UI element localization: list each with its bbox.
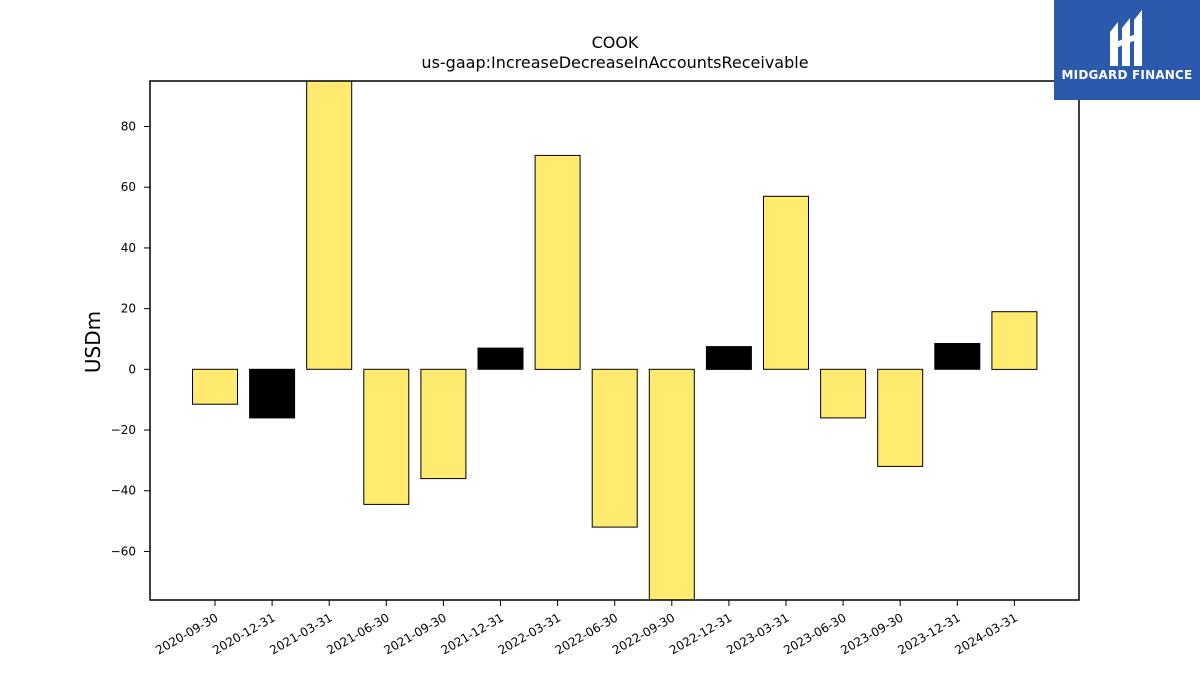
bar-2023-06-30 [820,368,867,419]
y-tick-label: −40 [111,484,136,498]
x-tick-label: 2024-03-31 [952,610,1019,657]
y-tick-label: 80 [121,120,136,134]
x-axis: 2020-09-302020-12-312021-03-312021-06-30… [153,600,1020,657]
y-tick-label: 0 [128,362,136,376]
y-tick-label: −20 [111,423,136,437]
brand-logo: MIDGARD FINANCE [1054,0,1200,100]
x-tick-label: 2021-12-31 [439,610,506,657]
bar-2023-09-30 [877,368,924,467]
plot-area-frame [149,80,1080,601]
x-tick-label: 2022-12-31 [667,610,734,657]
x-tick-label: 2021-06-30 [324,610,391,657]
logo-mark-icon [1110,10,1142,66]
bar-2022-12-31 [705,346,752,370]
x-tick-label: 2022-03-31 [496,610,563,657]
x-tick-label: 2020-12-31 [210,610,277,657]
y-tick-label: 40 [121,241,136,255]
x-tick-label: 2023-09-30 [838,610,905,657]
y-axis: −60 −40 −20 0 20 40 60 80 [111,120,150,558]
y-tick-label: −60 [111,544,136,558]
bar-2020-09-30 [192,368,238,405]
x-tick-label: 2022-06-30 [553,610,620,657]
bar-2022-03-31 [534,154,581,370]
y-tick-label: 20 [121,302,136,316]
bar-2021-09-30 [420,368,467,480]
x-tick-label: 2023-12-31 [895,610,962,657]
chart-subtitle: us-gaap:IncreaseDecreaseInAccountsReceiv… [421,53,808,72]
bar-2021-03-31 [306,80,353,370]
y-axis-label: USDm [81,311,105,373]
chart-title: COOK [592,33,639,52]
bar-2020-12-31 [249,368,296,419]
x-tick-label: 2022-09-30 [610,610,677,657]
bar-2022-09-30 [648,368,695,601]
x-tick-label: 2020-09-30 [153,610,220,657]
logo-text: MIDGARD FINANCE [1061,68,1193,82]
bar-2021-06-30 [363,368,410,505]
x-tick-label: 2021-03-31 [267,610,334,657]
bar-2023-12-31 [934,343,981,370]
y-tick-label: 60 [121,180,136,194]
x-tick-label: 2023-06-30 [781,610,848,657]
bar-2024-03-31 [991,311,1038,370]
bars-group [192,80,1038,601]
x-tick-label: 2021-09-30 [381,610,448,657]
bar-2022-06-30 [591,368,638,528]
bar-2021-12-31 [477,347,524,370]
bar-2023-03-31 [763,195,809,370]
x-tick-label: 2023-03-31 [724,610,791,657]
